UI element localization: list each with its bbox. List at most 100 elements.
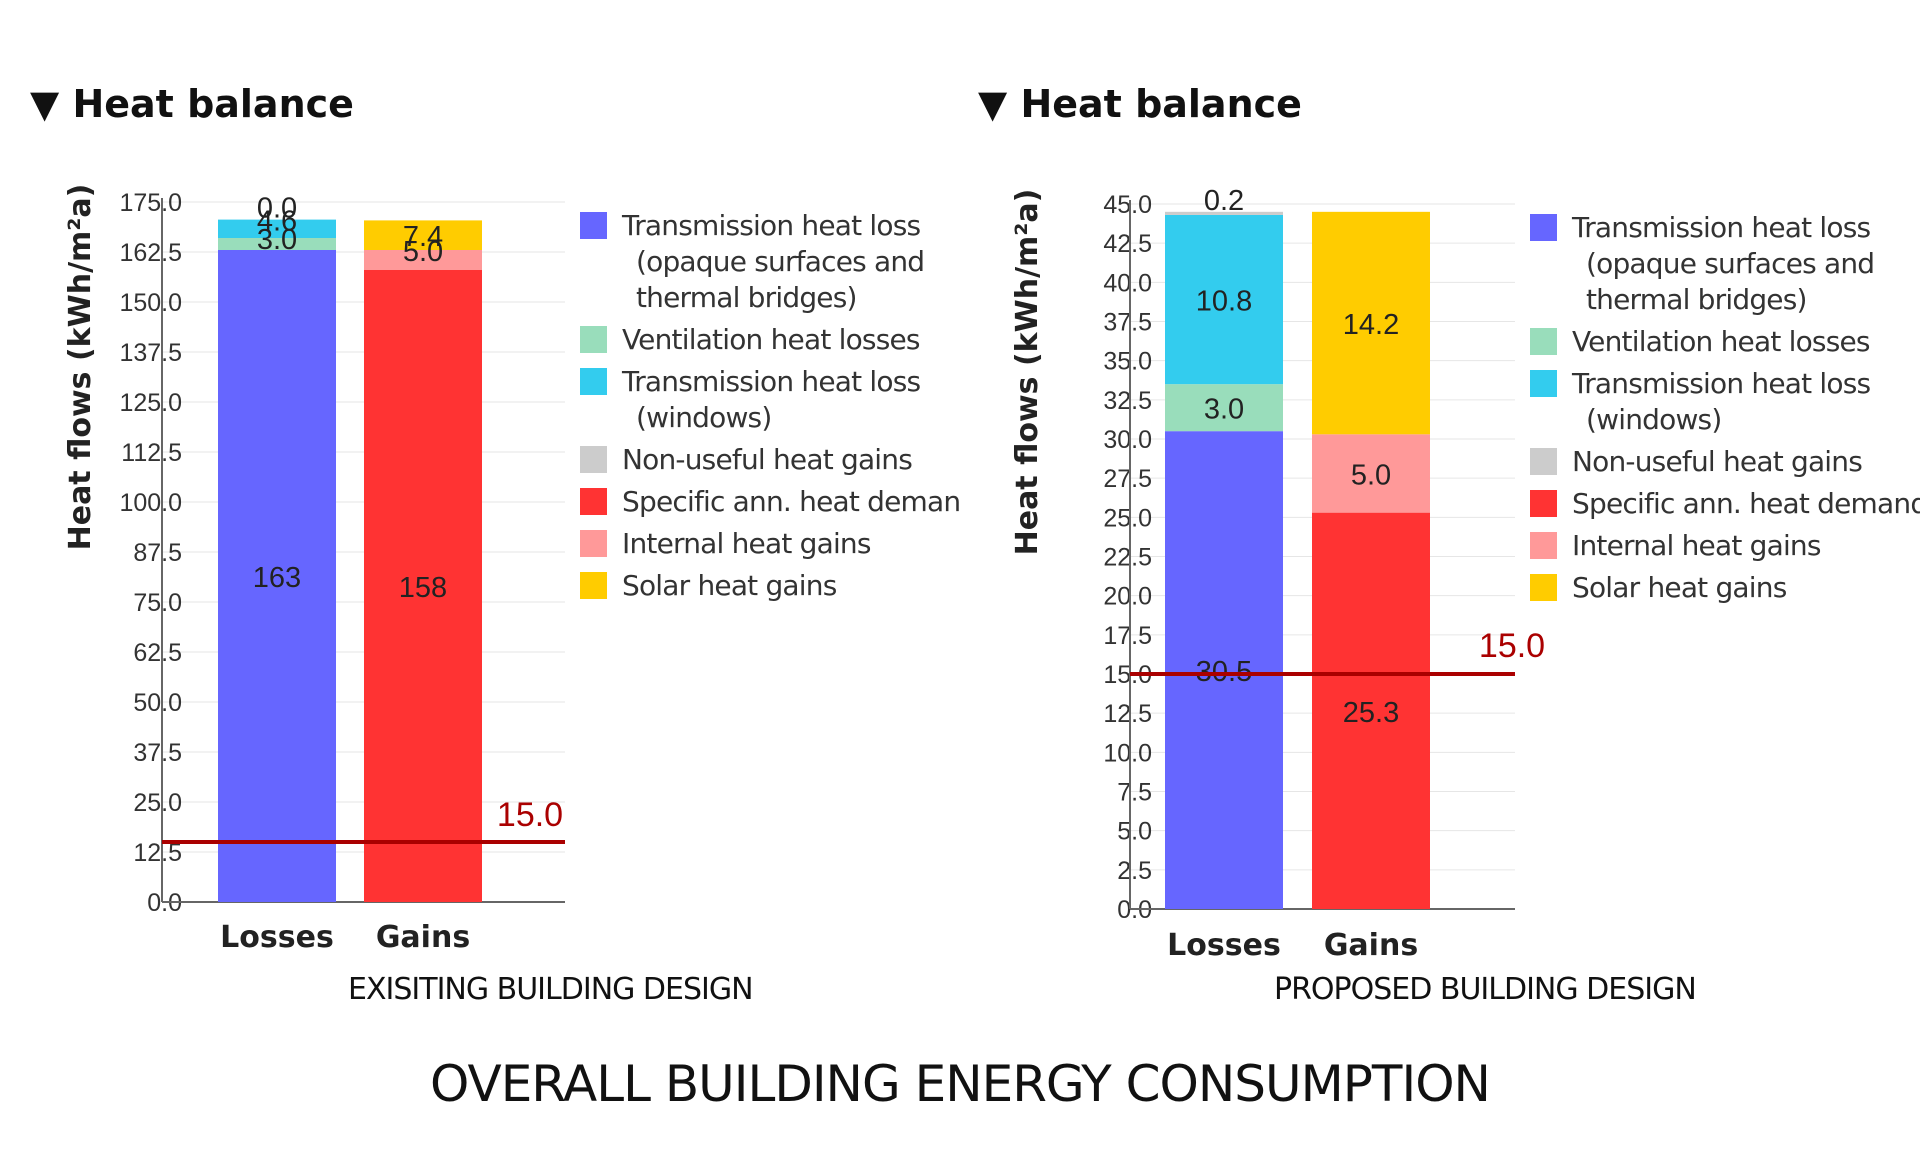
legend-label: Internal heat gains: [622, 527, 871, 560]
y-tick-label: 100.0: [119, 489, 182, 517]
data-label: 163: [253, 562, 301, 594]
data-label: 25.3: [1343, 697, 1399, 729]
bar-segment: [1312, 211, 1430, 435]
y-tick-label: 20.0: [1103, 583, 1152, 611]
y-tick-label: 32.5: [1103, 387, 1152, 415]
bar-segment: [1165, 431, 1283, 909]
legend-label: Non-useful heat gains: [622, 443, 912, 476]
bar-segment: [218, 238, 336, 250]
y-tick-label: 45.0: [1103, 191, 1152, 219]
bar-segment: [1165, 211, 1283, 215]
legend-label: Transmission heat loss: [1571, 367, 1870, 400]
x-category-label: Gains: [376, 920, 470, 955]
y-tick-label: 5.0: [1117, 818, 1152, 846]
bar-segment: [1165, 214, 1283, 385]
legend-swatch: [1530, 370, 1557, 397]
data-label: 5.0: [403, 236, 443, 268]
data-label: 5.0: [1351, 459, 1391, 491]
y-tick-label: 162.5: [119, 239, 182, 267]
legend-swatch: [580, 488, 607, 515]
chart-panel-existing: ▼ Heat balance 0.0 12.5 25.0 37.5 50.0 62.5 75…: [0, 0, 960, 1030]
y-tick-label: 7.5: [1117, 779, 1152, 807]
heat-balance-chart-proposed: 0.02.55.07.510.012.515.017.520.022.525.0…: [1010, 185, 1920, 963]
y-tick-label: 17.5: [1103, 622, 1152, 650]
y-tick-label: 62.5: [133, 639, 182, 667]
chart-caption: PROPOSED BUILDING DESIGN: [1274, 972, 1697, 1007]
chart-heading[interactable]: ▼ Heat balance: [30, 82, 354, 126]
legend-label: Solar heat gains: [1572, 571, 1787, 604]
y-tick-label: 125.0: [119, 389, 182, 417]
bar-segment: [364, 250, 482, 270]
legend-label: Specific ann. heat demand: [1572, 487, 1920, 520]
bar-segment: [218, 250, 336, 902]
y-tick-label: 42.5: [1103, 230, 1152, 258]
data-label: 3.0: [257, 224, 297, 256]
legend-swatch: [1530, 448, 1557, 475]
legend-swatch: [1530, 532, 1557, 559]
y-tick-label: 2.5: [1117, 857, 1152, 885]
chart-heading[interactable]: ▼ Heat balance: [978, 82, 1302, 126]
y-tick-label: 37.5: [1103, 309, 1152, 337]
reference-line-label: 15.0: [1479, 627, 1545, 665]
data-label: 3.0: [1204, 394, 1244, 426]
y-tick-label: 50.0: [133, 689, 182, 717]
legend-swatch: [580, 326, 607, 353]
legend-label: (windows): [636, 401, 771, 434]
y-tick-label: 87.5: [133, 539, 182, 567]
legend-swatch: [1530, 574, 1557, 601]
y-axis-label: Heat flows (kWh/m²a): [63, 184, 98, 551]
y-tick-label: 175.0: [119, 189, 182, 217]
legend-label: Transmission heat loss: [1571, 211, 1870, 244]
bar-segment: [218, 219, 336, 238]
bar-segment: [364, 220, 482, 250]
data-label: 7.4: [403, 221, 443, 253]
y-tick-label: 22.5: [1103, 544, 1152, 572]
bar-segment: [1165, 384, 1283, 432]
legend-swatch: [580, 446, 607, 473]
heat-balance-chart-existing: 0.012.525.037.550.062.575.087.5100.0112.…: [63, 184, 960, 955]
y-tick-label: 37.5: [133, 739, 182, 767]
chart-caption: EXISITING BUILDING DESIGN: [348, 972, 754, 1007]
x-category-label: Losses: [220, 920, 334, 955]
chart-panel-proposed: ▼ Heat balance 0.0 2.5 5.0 7.5 10.0 12.5 15.0 1…: [960, 0, 1920, 1030]
bar-segment: [364, 270, 482, 902]
legend-label: (windows): [1586, 403, 1721, 436]
y-tick-label: 25.0: [1103, 504, 1152, 532]
data-label: 0.0: [257, 193, 297, 225]
bar-segment: [1312, 434, 1430, 513]
x-category-label: Gains: [1324, 928, 1418, 963]
legend-label: Transmission heat loss: [621, 209, 920, 242]
legend-label: thermal bridges): [636, 281, 857, 314]
y-axis-label: Heat flows (kWh/m²a): [1010, 189, 1045, 556]
legend-swatch: [580, 368, 607, 395]
y-tick-label: 25.0: [133, 789, 182, 817]
data-label: 0.2: [1204, 185, 1244, 217]
legend-label: (opaque surfaces and: [1586, 247, 1874, 280]
y-tick-label: 137.5: [119, 339, 182, 367]
data-label: 10.8: [1196, 286, 1252, 318]
y-tick-label: 35.0: [1103, 348, 1152, 376]
legend-label: Ventilation heat losses: [622, 323, 920, 356]
y-tick-label: 10.0: [1103, 739, 1152, 767]
y-tick-label: 75.0: [133, 589, 182, 617]
y-tick-label: 27.5: [1103, 465, 1152, 493]
x-category-label: Losses: [1167, 928, 1281, 963]
legend-label: Non-useful heat gains: [1572, 445, 1862, 478]
reference-line-label: 15.0: [497, 796, 563, 834]
data-label: 14.2: [1343, 309, 1399, 341]
legend-swatch: [1530, 490, 1557, 517]
y-tick-label: 30.0: [1103, 426, 1152, 454]
data-label: 4.6: [257, 206, 297, 238]
legend-label: Solar heat gains: [622, 569, 837, 602]
legend-swatch: [580, 530, 607, 557]
legend-label: (opaque surfaces and: [636, 245, 924, 278]
legend-label: Ventilation heat losses: [1572, 325, 1870, 358]
legend-swatch: [1530, 214, 1557, 241]
legend-swatch: [580, 212, 607, 239]
y-tick-label: 12.5: [1103, 700, 1152, 728]
y-tick-label: 40.0: [1103, 269, 1152, 297]
y-tick-label: 150.0: [119, 289, 182, 317]
main-title: OVERALL BUILDING ENERGY CONSUMPTION: [430, 1055, 1491, 1113]
legend-label: Internal heat gains: [1572, 529, 1821, 562]
bar-segment: [1312, 512, 1430, 909]
